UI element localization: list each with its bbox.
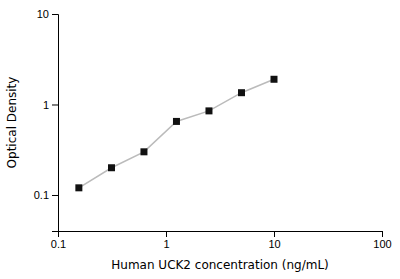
x-tick: 1: [163, 231, 169, 250]
tick-mark: [382, 231, 383, 237]
x-axis-title: Human UCK2 concentration (ng/mL): [111, 258, 329, 272]
tick-label: 0.1: [34, 189, 49, 201]
data-point: [108, 164, 115, 171]
data-point: [173, 118, 180, 125]
plot-area: 0.1 1 10 100 0.1 1 10: [34, 8, 392, 250]
x-tick: 10: [268, 231, 280, 250]
data-point: [75, 184, 82, 191]
chart: 0.1 1 10 100 0.1 1 10 Human UCK2 concentration …: [0, 0, 400, 279]
tick-label: 0.1: [51, 238, 66, 250]
tick-label: 1: [163, 238, 169, 250]
y-tick: 10: [37, 8, 58, 20]
data-point: [205, 107, 212, 114]
data-point: [238, 89, 245, 96]
data-point: [271, 76, 278, 83]
data-point: [140, 148, 147, 155]
tick-mark: [52, 104, 58, 105]
axis-line: [59, 232, 383, 238]
tick-mark: [166, 231, 167, 237]
tick-mark: [274, 231, 275, 237]
y-tick: 0.1: [34, 189, 58, 201]
tick-mark: [52, 14, 58, 15]
tick-mark: [52, 195, 58, 196]
y-tick: 1: [43, 99, 58, 111]
tick-label: 10: [37, 8, 49, 20]
x-tick: 100: [373, 231, 391, 250]
marks: [75, 76, 277, 192]
y-axis: 0.1 1 10: [34, 8, 59, 231]
x-tick: 0.1: [51, 231, 66, 250]
series-line: [79, 79, 274, 188]
y-axis-title: Optical Density: [5, 77, 19, 169]
tick-label: 1: [43, 99, 49, 111]
tick-label: 100: [373, 238, 391, 250]
x-axis: 0.1 1 10 100: [51, 231, 392, 250]
tick-label: 10: [268, 238, 280, 250]
axis-line: [52, 15, 59, 232]
